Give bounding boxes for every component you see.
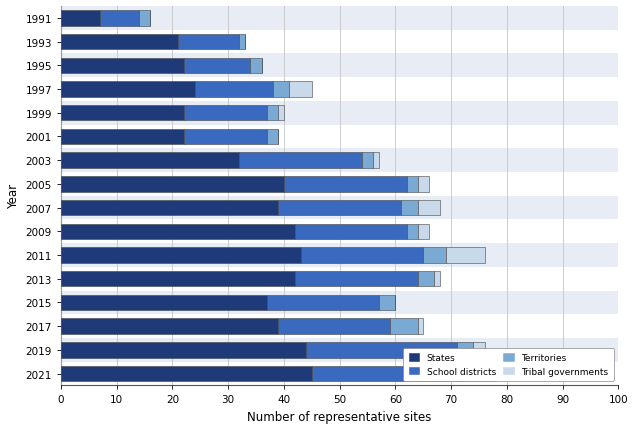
- Bar: [295, 271, 418, 287]
- Bar: [61, 271, 295, 287]
- Bar: [479, 366, 496, 381]
- Bar: [61, 177, 284, 192]
- Bar: [473, 342, 485, 358]
- Bar: [61, 58, 184, 74]
- Bar: [61, 196, 618, 220]
- Bar: [61, 125, 618, 149]
- Bar: [61, 54, 618, 78]
- Bar: [61, 342, 306, 358]
- Bar: [61, 248, 300, 263]
- Bar: [61, 78, 618, 101]
- Bar: [312, 366, 462, 381]
- Bar: [61, 338, 618, 362]
- Bar: [267, 295, 378, 310]
- Bar: [278, 200, 401, 216]
- Bar: [184, 58, 250, 74]
- Bar: [178, 35, 239, 50]
- Bar: [300, 248, 423, 263]
- Bar: [418, 177, 429, 192]
- Bar: [446, 248, 485, 263]
- Bar: [61, 291, 618, 315]
- Bar: [184, 129, 267, 145]
- Bar: [195, 82, 273, 98]
- Bar: [61, 366, 312, 381]
- Bar: [418, 224, 429, 240]
- Bar: [267, 106, 278, 121]
- Bar: [306, 342, 457, 358]
- Bar: [290, 82, 312, 98]
- Bar: [406, 177, 418, 192]
- Bar: [61, 362, 618, 386]
- Bar: [278, 106, 284, 121]
- Bar: [184, 106, 267, 121]
- Bar: [61, 149, 618, 172]
- Bar: [61, 172, 618, 196]
- Bar: [100, 11, 139, 27]
- Bar: [273, 82, 290, 98]
- Bar: [423, 248, 446, 263]
- Bar: [457, 342, 473, 358]
- Bar: [61, 129, 184, 145]
- X-axis label: Number of representative sites: Number of representative sites: [248, 410, 432, 423]
- Bar: [362, 153, 373, 169]
- Bar: [434, 271, 440, 287]
- Legend: States, School districts, Territories, Tribal governments: States, School districts, Territories, T…: [403, 348, 614, 381]
- Bar: [61, 106, 184, 121]
- Bar: [284, 177, 406, 192]
- Bar: [61, 200, 278, 216]
- Bar: [61, 267, 618, 291]
- Bar: [139, 11, 150, 27]
- Bar: [418, 200, 440, 216]
- Bar: [295, 224, 406, 240]
- Bar: [401, 200, 418, 216]
- Bar: [61, 35, 178, 50]
- Bar: [61, 31, 618, 54]
- Bar: [239, 153, 362, 169]
- Bar: [406, 224, 418, 240]
- Bar: [418, 271, 434, 287]
- Bar: [61, 295, 267, 310]
- Bar: [61, 7, 618, 31]
- Bar: [61, 319, 278, 334]
- Bar: [267, 129, 278, 145]
- Bar: [378, 295, 396, 310]
- Bar: [61, 153, 239, 169]
- Bar: [278, 319, 390, 334]
- Y-axis label: Year: Year: [7, 184, 20, 209]
- Bar: [462, 366, 479, 381]
- Bar: [239, 35, 245, 50]
- Bar: [61, 224, 295, 240]
- Bar: [390, 319, 418, 334]
- Bar: [61, 11, 100, 27]
- Bar: [61, 220, 618, 243]
- Bar: [61, 101, 618, 125]
- Bar: [250, 58, 262, 74]
- Bar: [418, 319, 423, 334]
- Bar: [61, 82, 195, 98]
- Bar: [61, 243, 618, 267]
- Bar: [373, 153, 378, 169]
- Bar: [61, 315, 618, 338]
